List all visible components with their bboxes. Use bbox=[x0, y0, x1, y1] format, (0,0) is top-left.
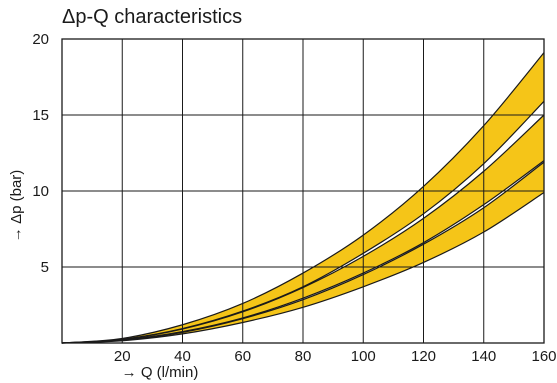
x-tick-label-40: 40 bbox=[174, 348, 191, 365]
x-tick-label-60: 60 bbox=[234, 348, 251, 365]
band-3-lower-line bbox=[61, 192, 545, 344]
x-tick-label-80: 80 bbox=[295, 348, 312, 365]
y-tick-label-20: 20 bbox=[32, 31, 49, 48]
y-axis-label: → Δp (bar) bbox=[8, 170, 25, 243]
y-tick-label-10: 10 bbox=[32, 183, 49, 200]
chart-title: Δp-Q characteristics bbox=[62, 6, 243, 28]
band-2-upper-line bbox=[61, 114, 545, 344]
plot-frame bbox=[61, 38, 545, 344]
band-1-upper-line bbox=[61, 52, 545, 344]
x-axis-label: → Q (l/min) bbox=[122, 364, 199, 381]
x-tick-label-20: 20 bbox=[114, 348, 131, 365]
band-3-upper-line bbox=[61, 161, 545, 344]
x-tick-label-140: 140 bbox=[471, 348, 496, 365]
x-tick-label-160: 160 bbox=[531, 348, 556, 365]
x-tick-label-100: 100 bbox=[351, 348, 376, 365]
y-tick-label-15: 15 bbox=[32, 107, 49, 124]
y-tick-label-5: 5 bbox=[41, 259, 49, 276]
x-tick-label-120: 120 bbox=[411, 348, 436, 365]
